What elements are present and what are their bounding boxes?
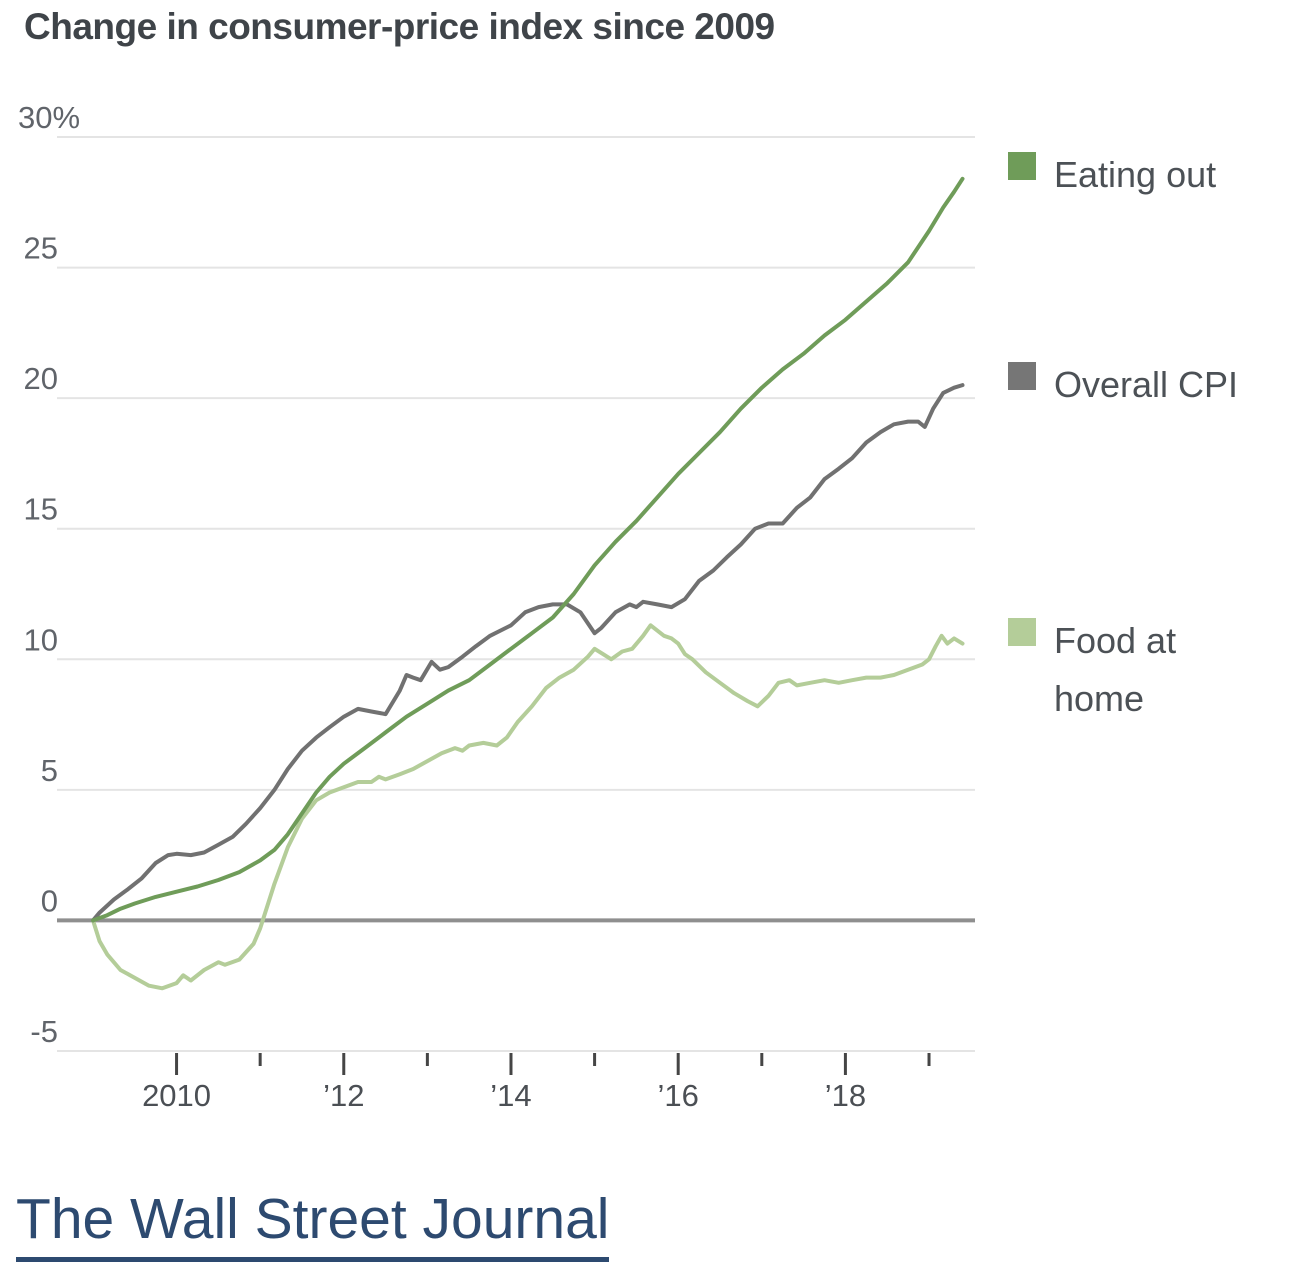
- x-tick-label-2018: ’18: [825, 1078, 866, 1113]
- x-tick-label-2014: ’14: [490, 1078, 531, 1113]
- y-tick-label-25: 25: [24, 231, 58, 266]
- source-attribution: The Wall Street Journal: [16, 1186, 610, 1262]
- x-tick-label-2010: 2010: [142, 1078, 211, 1113]
- x-tick-label-2012: ’12: [323, 1078, 364, 1113]
- cpi-line-chart: 30% 25 20 15 10 5 0 -5 2010 ’12 ’14 ’16 ’18: [18, 100, 975, 1113]
- legend-item-eating-out: Eating out: [1008, 146, 1264, 204]
- wsj-source-link[interactable]: The Wall Street Journal: [16, 1186, 610, 1262]
- legend-swatch-food-at-home: [1008, 618, 1036, 646]
- chart-title: Change in consumer-price index since 200…: [24, 6, 775, 47]
- legend-label-food-at-home: Food at home: [1054, 620, 1177, 720]
- y-tick-label-5: 5: [41, 753, 58, 788]
- y-tick-label-10: 10: [24, 622, 58, 657]
- series-line-overall-cpi: [91, 383, 965, 923]
- y-tick-label-15: 15: [24, 492, 58, 527]
- legend-swatch-eating-out: [1008, 152, 1036, 180]
- legend-label-eating-out: Eating out: [1054, 154, 1217, 195]
- y-tick-label-0: 0: [41, 883, 58, 918]
- series-line-food-at-home: [91, 623, 965, 991]
- series-line-eating-out: [91, 176, 965, 923]
- x-tick-label-2016: ’16: [658, 1078, 699, 1113]
- y-tick-label-20: 20: [24, 361, 58, 396]
- y-tick-label--5: -5: [30, 1014, 58, 1049]
- legend-item-overall-cpi: Overall CPI: [1008, 356, 1264, 414]
- legend-swatch-overall-cpi: [1008, 362, 1036, 390]
- legend-item-food-at-home: Food at home: [1008, 612, 1264, 729]
- y-tick-label-30: 30%: [18, 100, 80, 135]
- legend-label-overall-cpi: Overall CPI: [1054, 364, 1239, 405]
